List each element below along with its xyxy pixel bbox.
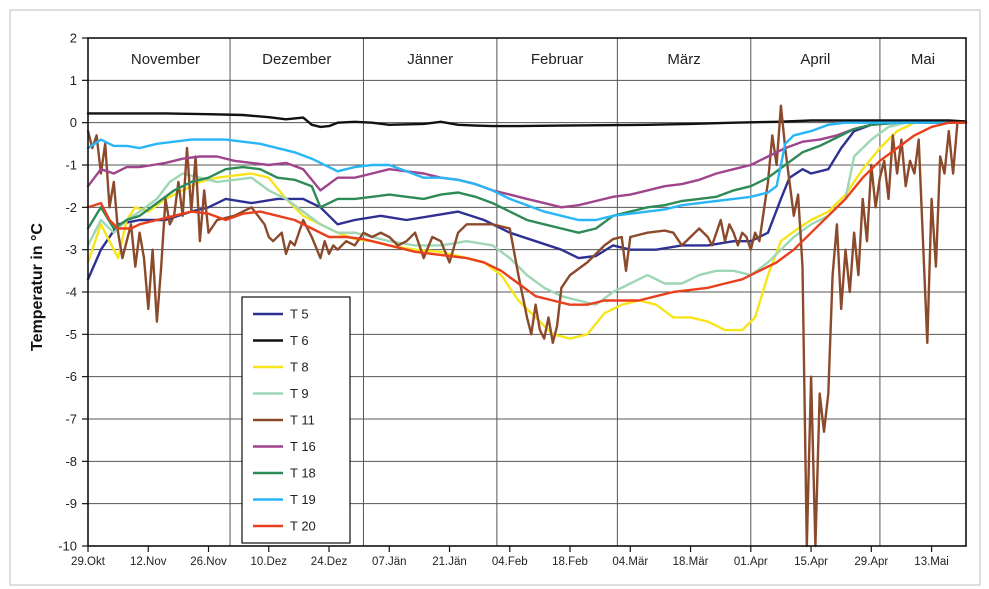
legend-label: T 11 [290, 413, 315, 428]
y-tick-label: 0 [70, 115, 77, 130]
legend-label: T 20 [290, 519, 316, 534]
x-tick-label: 10.Dez [251, 556, 288, 568]
x-tick-label: 24.Dez [311, 556, 348, 568]
month-label: November [131, 51, 200, 68]
y-tick-label: -4 [65, 285, 77, 300]
x-tick-label: 29.Apr [854, 556, 888, 568]
month-label: April [800, 51, 830, 68]
y-tick-label: 1 [70, 73, 77, 88]
x-tick-label: 04.Mär [612, 556, 648, 568]
y-tick-label: -1 [65, 158, 77, 173]
series-line-t20 [86, 121, 968, 306]
x-tick-label: 15.Apr [794, 556, 828, 568]
series-lines [86, 104, 968, 548]
x-axis-ticks: 29.Okt 12.Nov 26.Nov 10.Dez 24.Dez 07.Jän 21.J… [71, 546, 949, 568]
y-axis-label: Temperatur in °C [29, 223, 46, 351]
legend-label: T 5 [290, 307, 309, 322]
y-tick-label: -9 [65, 496, 77, 511]
month-label: Februar [531, 51, 584, 68]
legend: T 5 T 6 T 8 T 9 T 11 T 16 T 18 T 19 T 20 [241, 296, 351, 544]
y-tick-label: -10 [58, 539, 77, 554]
series-line-t18 [86, 121, 968, 234]
figure-border [9, 9, 981, 586]
month-header: November Dezember Jänner Februar März April Ma… [131, 51, 935, 68]
legend-label: T 6 [290, 333, 309, 348]
x-tick-label: 07.Jän [372, 556, 407, 568]
x-tick-label: 01.Apr [734, 556, 768, 568]
y-tick-label: -2 [65, 200, 77, 215]
y-axis-ticks: 2 1 0 -1 -2 -3 -4 -5 -6 -7 -8 -9 -10 [58, 31, 88, 554]
x-tick-label: 26.Nov [190, 556, 227, 568]
x-tick-label: 18.Mär [673, 556, 709, 568]
y-tick-label: 2 [70, 31, 77, 46]
month-label: Jänner [407, 51, 453, 68]
series-line-t19 [86, 121, 968, 222]
legend-label: T 9 [290, 386, 309, 401]
y-tick-label: -6 [65, 369, 77, 384]
month-label: März [667, 51, 700, 68]
legend-label: T 8 [290, 360, 309, 375]
y-tick-label: -7 [65, 412, 77, 427]
series-line-t5 [86, 121, 968, 281]
month-label: Mai [911, 51, 935, 68]
legend-label: T 18 [290, 466, 316, 481]
x-tick-label: 21.Jän [432, 556, 467, 568]
y-tick-label: -5 [65, 327, 77, 342]
x-tick-label: 18.Feb [552, 556, 588, 568]
legend-label: T 19 [290, 492, 316, 507]
legend-label: T 16 [290, 439, 316, 454]
series-line-t6 [86, 112, 968, 129]
y-tick-label: -8 [65, 454, 77, 469]
month-label: Dezember [262, 51, 331, 68]
y-tick-label: -3 [65, 242, 77, 257]
x-tick-label: 12.Nov [130, 556, 167, 568]
x-tick-label: 04.Feb [492, 556, 528, 568]
x-tick-label: 29.Okt [71, 556, 106, 568]
series-line-t11 [86, 104, 968, 548]
x-tick-label: 13.Mai [914, 556, 949, 568]
